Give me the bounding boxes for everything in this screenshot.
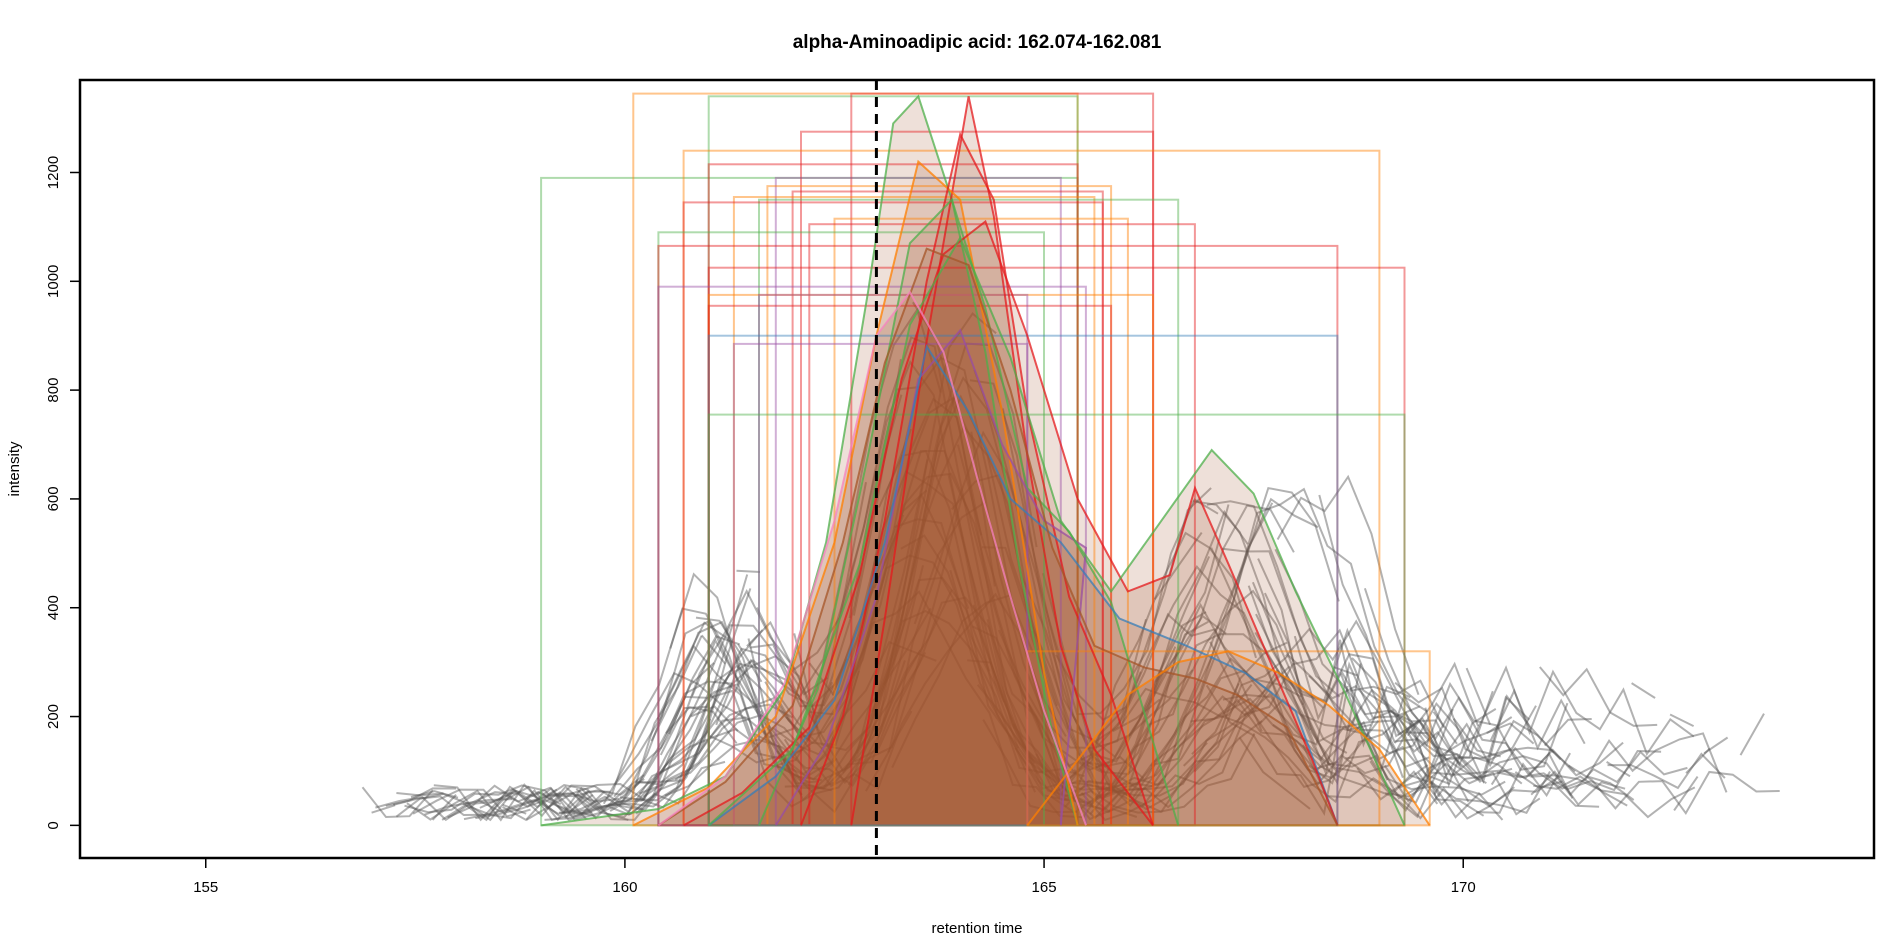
peak-curve xyxy=(800,131,1154,826)
raw-trace xyxy=(664,379,1699,811)
raw-trace xyxy=(564,307,1482,822)
raw-trace xyxy=(396,430,1688,812)
peak-fill xyxy=(541,96,1078,826)
peak-box xyxy=(707,163,1079,827)
x-axis-label: retention time xyxy=(932,920,1023,937)
peak-curve xyxy=(683,219,1339,827)
raw-trace xyxy=(502,592,1419,822)
peak-boxes-group xyxy=(540,92,1431,827)
raw-trace xyxy=(406,504,1535,822)
y-tick-label: 600 xyxy=(45,486,62,511)
peak-box xyxy=(707,95,1079,827)
y-tick-label: 800 xyxy=(45,378,62,403)
peak-curve xyxy=(850,96,1154,827)
raw-trace xyxy=(613,342,1695,798)
peak-curves-group xyxy=(540,94,1431,827)
peak-fill xyxy=(759,199,1179,826)
peak-box xyxy=(758,198,1180,827)
raw-trace xyxy=(635,518,1576,815)
peak-box xyxy=(707,266,1406,827)
x-tick-label: 155 xyxy=(193,879,218,896)
peak-curve xyxy=(708,235,1406,827)
raw-trace xyxy=(475,492,1463,820)
x-tick-label: 170 xyxy=(1451,879,1476,896)
peak-curve xyxy=(1026,650,1431,827)
peak-box xyxy=(732,342,1029,827)
raw-trace xyxy=(462,390,1497,822)
x-axis-ticks: 155 160 165 170 xyxy=(193,858,1476,896)
peak-box xyxy=(774,176,1062,827)
raw-trace xyxy=(540,376,1551,821)
raw-trace xyxy=(395,640,1571,822)
raw-trace xyxy=(431,474,1420,821)
y-tick-label: 0 xyxy=(45,821,62,829)
y-axis-label: intensity xyxy=(6,441,23,497)
y-tick-label: 1200 xyxy=(45,156,62,189)
y-tick-label: 200 xyxy=(45,704,62,729)
raw-trace xyxy=(412,470,1729,819)
raw-trace xyxy=(715,472,1515,820)
y-tick-label: 1000 xyxy=(45,265,62,298)
peak-fill xyxy=(708,237,1405,826)
raw-trace xyxy=(465,336,1780,816)
peak-box xyxy=(682,149,1381,827)
raw-trace xyxy=(404,450,1626,822)
peak-curve xyxy=(657,290,1087,827)
raw-trace xyxy=(628,428,1592,816)
x-tick-label: 165 xyxy=(1032,879,1057,896)
peak-fill xyxy=(633,161,1078,826)
plot-content xyxy=(361,92,1780,827)
peak-curve xyxy=(708,344,1339,827)
x-tick-label: 160 xyxy=(612,879,637,896)
peak-box xyxy=(758,293,1029,827)
peak-box xyxy=(808,223,1196,827)
peak-box xyxy=(707,304,1113,827)
raw-trace xyxy=(669,572,1563,803)
peak-box xyxy=(766,185,1113,827)
raw-trace xyxy=(619,534,1348,811)
peak-box xyxy=(540,176,1079,827)
raw-trace xyxy=(502,500,1513,818)
chart-title: alpha-Aminoadipic acid: 162.074-162.081 xyxy=(793,32,1162,53)
raw-trace xyxy=(375,495,1574,822)
raw-trace xyxy=(562,594,1504,821)
peak-box xyxy=(707,334,1339,827)
peak-fill xyxy=(775,330,1086,826)
raw-trace xyxy=(659,497,1765,819)
peak-curve xyxy=(632,159,1079,827)
peak-box xyxy=(707,413,1406,827)
raw-trace xyxy=(619,394,1513,802)
peak-box xyxy=(682,201,1104,827)
peak-box xyxy=(732,196,1096,827)
peak-curve xyxy=(774,328,1088,826)
plot-frame xyxy=(78,78,1876,860)
peak-curve xyxy=(657,247,1339,827)
peak-fill xyxy=(658,292,1086,826)
peak-fill xyxy=(658,248,1338,826)
peak-box xyxy=(632,92,1079,827)
y-axis-ticks: 0 200 400 600 800 1000 1200 xyxy=(45,156,80,830)
y-tick-label: 400 xyxy=(45,595,62,620)
peak-curve xyxy=(758,197,1180,826)
